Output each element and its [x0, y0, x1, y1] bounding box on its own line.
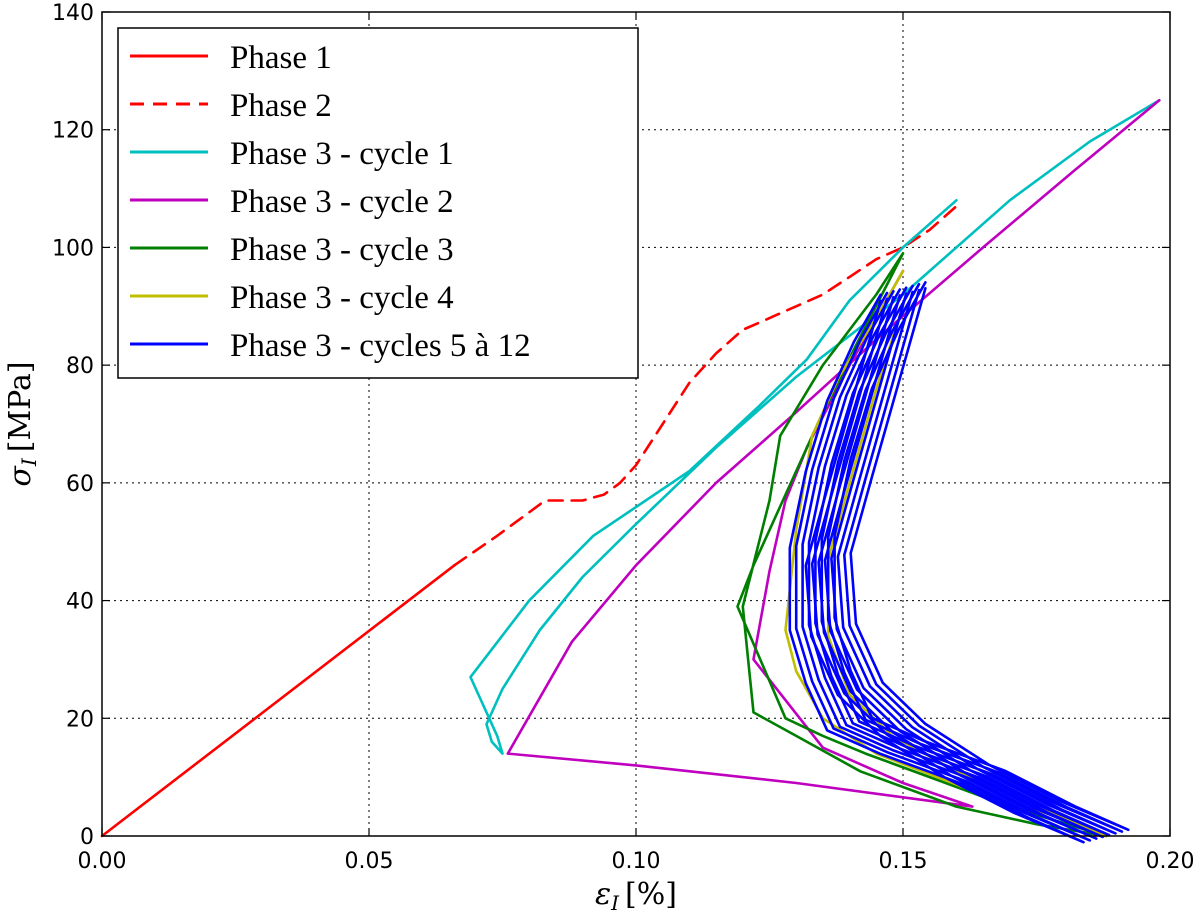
y-tick-label: 80 — [66, 354, 94, 379]
x-tick-label: 0.05 — [345, 849, 394, 874]
y-tick-label: 0 — [80, 825, 94, 850]
legend-label: Phase 3 - cycle 4 — [230, 280, 454, 316]
series-line — [469, 99, 1161, 755]
y-axis-subscript: I — [17, 457, 41, 467]
series-layer — [100, 99, 1161, 844]
series-line — [820, 284, 1117, 835]
series-5 — [736, 252, 1108, 838]
y-axis-unit: [MPa] — [3, 361, 38, 452]
x-tick-label: 0.15 — [879, 849, 928, 874]
y-tick-label: 60 — [66, 472, 94, 497]
series-line — [801, 289, 1098, 840]
legend-label: Phase 2 — [230, 88, 332, 124]
x-axis-label: εI [%] — [595, 877, 677, 914]
series-3 — [469, 99, 1161, 755]
legend-label: Phase 1 — [230, 40, 332, 76]
x-axis-unit: [%] — [625, 877, 677, 912]
series-1 — [100, 563, 456, 838]
legend-label: Phase 3 - cycle 1 — [230, 136, 454, 172]
y-tick-label: 40 — [66, 590, 94, 615]
series-7 — [788, 281, 1130, 844]
series-4 — [506, 99, 1161, 808]
series-line — [100, 563, 456, 838]
legend-label: Phase 3 - cycle 2 — [230, 184, 454, 220]
series-line — [807, 288, 1104, 839]
series-line — [826, 282, 1124, 833]
y-tick-label: 20 — [66, 707, 94, 732]
series-line — [453, 204, 958, 567]
x-tick-label: 0.10 — [612, 849, 661, 874]
y-axis-symbol: σ — [3, 465, 38, 487]
legend-box — [117, 27, 639, 379]
legend: Phase 1 Phase 2 Phase 3 - cycle 1 Phase 3 -… — [117, 27, 639, 379]
y-tick-label: 140 — [52, 1, 94, 26]
y-axis-label: σI [MPa] — [3, 361, 41, 486]
ticks: 0.00 0.05 0.10 0.15 0.20 0 20 40 60 80 100 120 140 — [52, 1, 1194, 874]
series-line — [833, 281, 1130, 832]
series-line — [736, 252, 1108, 838]
x-tick-label: 0.20 — [1146, 849, 1195, 874]
legend-label: Phase 3 - cycles 5 à 12 — [230, 328, 531, 364]
y-tick-label: 100 — [52, 236, 94, 261]
legend-label: Phase 3 - cycle 3 — [230, 232, 454, 268]
series-line — [794, 291, 1092, 842]
x-tick-label: 0.00 — [78, 849, 127, 874]
series-2 — [453, 204, 958, 567]
series-line — [788, 293, 1085, 844]
y-tick-label: 120 — [52, 119, 94, 144]
x-axis-subscript: I — [610, 891, 620, 914]
series-line — [814, 286, 1111, 837]
series-line — [506, 99, 1161, 808]
x-axis-symbol: ε — [595, 877, 611, 912]
